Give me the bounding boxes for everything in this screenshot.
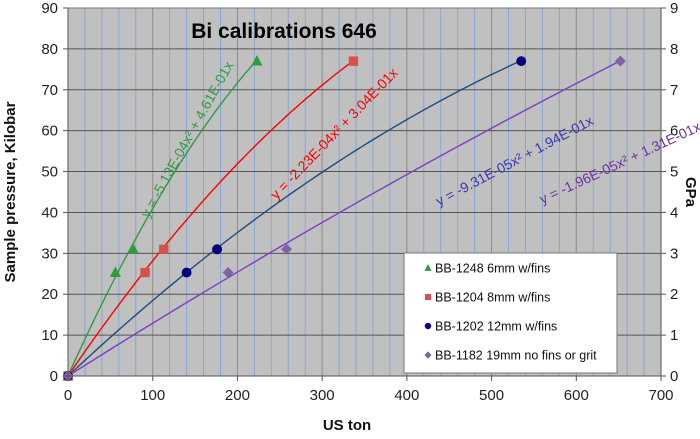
y2-tick-label: 7 bbox=[670, 82, 678, 99]
y-tick-label: 20 bbox=[41, 286, 58, 303]
y2-tick-label: 4 bbox=[670, 204, 678, 221]
diamond-marker-icon bbox=[424, 351, 432, 359]
y-tick-label: 10 bbox=[41, 327, 58, 344]
trendline bbox=[67, 59, 258, 377]
y2-tick-label: 8 bbox=[670, 41, 678, 58]
legend-item-label: BB-1204 8mm w/fins bbox=[435, 291, 550, 305]
y-tick-label: 30 bbox=[41, 245, 58, 262]
y2-tick-label: 1 bbox=[670, 327, 678, 344]
x-tick-label: 100 bbox=[140, 387, 165, 404]
y-tick-label: 0 bbox=[50, 368, 58, 385]
x-tick-label: 500 bbox=[479, 387, 504, 404]
circle-marker-icon bbox=[181, 267, 192, 278]
y2-tick-label: 9 bbox=[670, 0, 678, 17]
trendline bbox=[67, 59, 522, 377]
diamond-marker-icon bbox=[614, 55, 626, 67]
y-tick-label: 60 bbox=[41, 123, 58, 140]
chart-title: Bi calibrations 646 bbox=[191, 20, 377, 43]
circle-marker-icon bbox=[212, 244, 223, 255]
circle-marker-icon bbox=[424, 322, 432, 330]
square-marker-icon bbox=[424, 293, 432, 301]
diamond-marker-icon bbox=[222, 267, 234, 279]
x-tick-label: 400 bbox=[394, 387, 419, 404]
y2-tick-label: 0 bbox=[670, 368, 678, 385]
x-tick-label: 0 bbox=[64, 387, 72, 404]
triangle-marker-icon bbox=[251, 55, 263, 66]
y2-axis-title: GPa bbox=[682, 177, 699, 208]
y2-tick-label: 3 bbox=[670, 245, 678, 262]
y-tick-label: 90 bbox=[41, 0, 58, 17]
square-marker-icon bbox=[348, 56, 359, 66]
circle-marker-icon bbox=[516, 56, 527, 67]
square-marker-icon bbox=[140, 267, 150, 278]
triangle-marker-icon bbox=[109, 266, 121, 277]
legend-item-label: BB-1202 12mm w/fins bbox=[435, 320, 557, 334]
square-marker-icon bbox=[159, 244, 169, 254]
axes: 0 100 200 300 400 500 600 700010203040506070809… bbox=[41, 0, 678, 404]
y-tick-label: 40 bbox=[41, 204, 58, 221]
legend-item-label: BB-1182 19mm no fins or grit bbox=[435, 349, 597, 363]
x-tick-label: 300 bbox=[310, 387, 335, 404]
trendline bbox=[67, 60, 354, 377]
y2-tick-label: 2 bbox=[670, 286, 678, 303]
x-axis-title: US ton bbox=[323, 417, 371, 434]
y-tick-label: 80 bbox=[41, 41, 58, 58]
y-tick-label: 50 bbox=[41, 164, 58, 181]
triangle-marker-icon bbox=[127, 243, 139, 254]
legend-item-label: BB-1248 6mm w/fins bbox=[435, 262, 550, 276]
diamond-marker-icon bbox=[281, 243, 293, 255]
y-axis-title: Sample pressure, Kilobar bbox=[2, 101, 19, 282]
trendlines bbox=[67, 59, 621, 377]
x-tick-label: 700 bbox=[648, 387, 673, 404]
triangle-marker-icon bbox=[424, 264, 432, 271]
legend-box bbox=[403, 252, 618, 374]
y-tick-label: 70 bbox=[41, 82, 58, 99]
trendline bbox=[67, 60, 621, 377]
y2-tick-label: 6 bbox=[670, 123, 678, 140]
legend: BB-1248 6mm w/fins BB-1204 8mm w/fins BB-1… bbox=[403, 252, 618, 374]
x-tick-label: 600 bbox=[564, 387, 589, 404]
y2-tick-label: 5 bbox=[670, 164, 678, 181]
x-tick-label: 200 bbox=[225, 387, 250, 404]
